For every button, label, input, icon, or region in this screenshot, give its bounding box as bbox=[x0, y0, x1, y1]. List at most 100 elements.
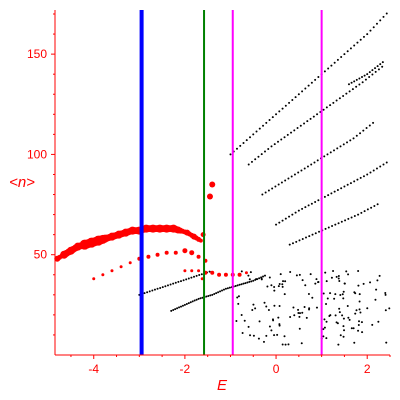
black-point bbox=[193, 299, 196, 302]
black-point bbox=[211, 293, 214, 296]
black-point bbox=[289, 316, 292, 319]
black-point bbox=[338, 279, 341, 282]
black-point bbox=[287, 177, 290, 180]
black-point bbox=[356, 178, 359, 181]
black-point bbox=[271, 318, 274, 321]
black-point bbox=[295, 240, 298, 243]
black-point bbox=[370, 206, 373, 209]
black-point bbox=[339, 294, 342, 297]
black-point bbox=[303, 167, 306, 170]
red-point bbox=[92, 277, 96, 281]
black-point bbox=[295, 274, 298, 277]
black-point bbox=[347, 273, 350, 276]
black-point bbox=[388, 307, 391, 310]
black-point bbox=[198, 274, 201, 277]
black-point bbox=[278, 221, 281, 224]
black-point bbox=[325, 302, 328, 305]
black-point bbox=[187, 277, 190, 280]
red-point bbox=[209, 181, 216, 188]
black-point bbox=[381, 61, 384, 64]
black-point bbox=[310, 202, 313, 205]
black-point bbox=[355, 309, 358, 312]
black-point bbox=[153, 288, 156, 291]
black-point bbox=[358, 83, 361, 86]
black-point bbox=[323, 155, 326, 158]
black-point bbox=[250, 160, 253, 163]
black-point bbox=[299, 124, 302, 127]
black-point bbox=[200, 273, 203, 276]
black-point bbox=[323, 195, 326, 198]
black-point bbox=[250, 280, 253, 283]
black-point bbox=[176, 307, 179, 310]
black-point bbox=[264, 191, 267, 194]
black-point bbox=[363, 210, 366, 213]
black-point bbox=[365, 127, 368, 130]
black-point bbox=[275, 113, 278, 116]
black-point bbox=[284, 280, 287, 283]
black-point bbox=[268, 276, 271, 279]
black-point bbox=[353, 341, 356, 344]
black-point bbox=[375, 167, 378, 170]
black-point bbox=[277, 140, 280, 143]
black-point bbox=[265, 334, 268, 337]
black-point bbox=[366, 307, 369, 310]
black-point bbox=[351, 88, 354, 91]
black-point bbox=[221, 289, 224, 292]
black-point bbox=[315, 306, 318, 309]
black-point bbox=[297, 308, 300, 311]
black-point bbox=[301, 207, 304, 210]
black-point bbox=[346, 50, 349, 53]
black-point bbox=[350, 216, 353, 219]
black-point bbox=[215, 292, 218, 295]
black-point bbox=[333, 297, 336, 300]
black-point bbox=[238, 283, 241, 286]
black-point bbox=[170, 309, 173, 312]
black-point bbox=[352, 327, 355, 330]
black-point bbox=[329, 151, 332, 154]
black-point bbox=[357, 284, 360, 287]
black-point bbox=[297, 171, 300, 174]
black-point bbox=[314, 232, 317, 235]
black-point bbox=[252, 303, 255, 306]
black-point bbox=[281, 343, 284, 346]
black-point bbox=[384, 291, 387, 294]
black-point bbox=[334, 223, 337, 226]
black-point bbox=[263, 150, 266, 153]
black-point bbox=[247, 325, 250, 328]
black-point bbox=[219, 290, 222, 293]
black-point bbox=[359, 132, 362, 135]
black-point bbox=[332, 101, 335, 104]
black-point bbox=[260, 277, 263, 280]
black-point bbox=[307, 84, 310, 87]
black-point bbox=[352, 137, 355, 140]
black-point bbox=[262, 124, 265, 127]
black-point bbox=[337, 343, 340, 346]
red-point bbox=[206, 193, 213, 200]
black-point bbox=[372, 169, 375, 172]
black-point bbox=[273, 143, 276, 146]
black-point bbox=[368, 124, 371, 127]
black-point bbox=[339, 334, 342, 337]
black-point bbox=[340, 220, 343, 223]
black-point bbox=[244, 282, 247, 285]
black-point bbox=[357, 269, 360, 272]
black-point bbox=[366, 73, 369, 76]
black-point bbox=[330, 276, 333, 279]
black-point bbox=[353, 44, 356, 47]
black-point bbox=[179, 305, 182, 308]
black-point bbox=[349, 182, 352, 185]
black-point bbox=[336, 188, 339, 191]
black-point bbox=[181, 304, 184, 307]
black-point bbox=[363, 74, 366, 77]
black-point bbox=[384, 309, 387, 312]
red-point bbox=[189, 250, 195, 256]
black-point bbox=[342, 325, 345, 328]
black-point bbox=[336, 322, 339, 325]
black-point bbox=[327, 226, 330, 229]
black-point bbox=[306, 120, 309, 123]
black-point bbox=[337, 277, 340, 280]
black-point bbox=[311, 296, 314, 299]
black-point bbox=[265, 121, 268, 124]
black-point bbox=[357, 213, 360, 216]
